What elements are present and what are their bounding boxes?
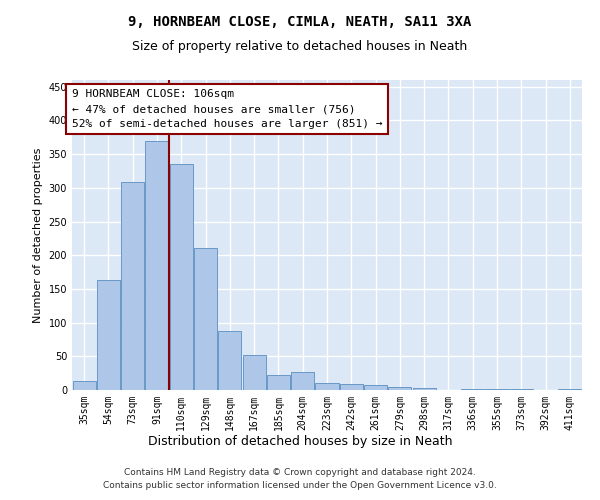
Bar: [194, 248, 217, 390]
Bar: [267, 375, 290, 390]
Text: Contains HM Land Registry data © Crown copyright and database right 2024.
Contai: Contains HM Land Registry data © Crown c…: [103, 468, 497, 490]
Bar: [559, 388, 581, 390]
Bar: [242, 355, 266, 390]
Bar: [510, 388, 533, 390]
Text: 9, HORNBEAM CLOSE, CIMLA, NEATH, SA11 3XA: 9, HORNBEAM CLOSE, CIMLA, NEATH, SA11 3X…: [128, 15, 472, 29]
Bar: [97, 280, 120, 390]
Y-axis label: Number of detached properties: Number of detached properties: [33, 148, 43, 322]
Bar: [316, 382, 338, 390]
Text: 9 HORNBEAM CLOSE: 106sqm
← 47% of detached houses are smaller (756)
52% of semi-: 9 HORNBEAM CLOSE: 106sqm ← 47% of detach…: [72, 90, 383, 129]
Bar: [291, 372, 314, 390]
Bar: [364, 386, 387, 390]
Bar: [121, 182, 144, 390]
Bar: [73, 381, 95, 390]
Bar: [413, 388, 436, 390]
Bar: [461, 388, 484, 390]
Bar: [388, 386, 412, 390]
Text: Size of property relative to detached houses in Neath: Size of property relative to detached ho…: [133, 40, 467, 53]
Bar: [145, 140, 169, 390]
Bar: [170, 164, 193, 390]
Text: Distribution of detached houses by size in Neath: Distribution of detached houses by size …: [148, 435, 452, 448]
Bar: [340, 384, 363, 390]
Bar: [218, 330, 241, 390]
Bar: [485, 388, 509, 390]
